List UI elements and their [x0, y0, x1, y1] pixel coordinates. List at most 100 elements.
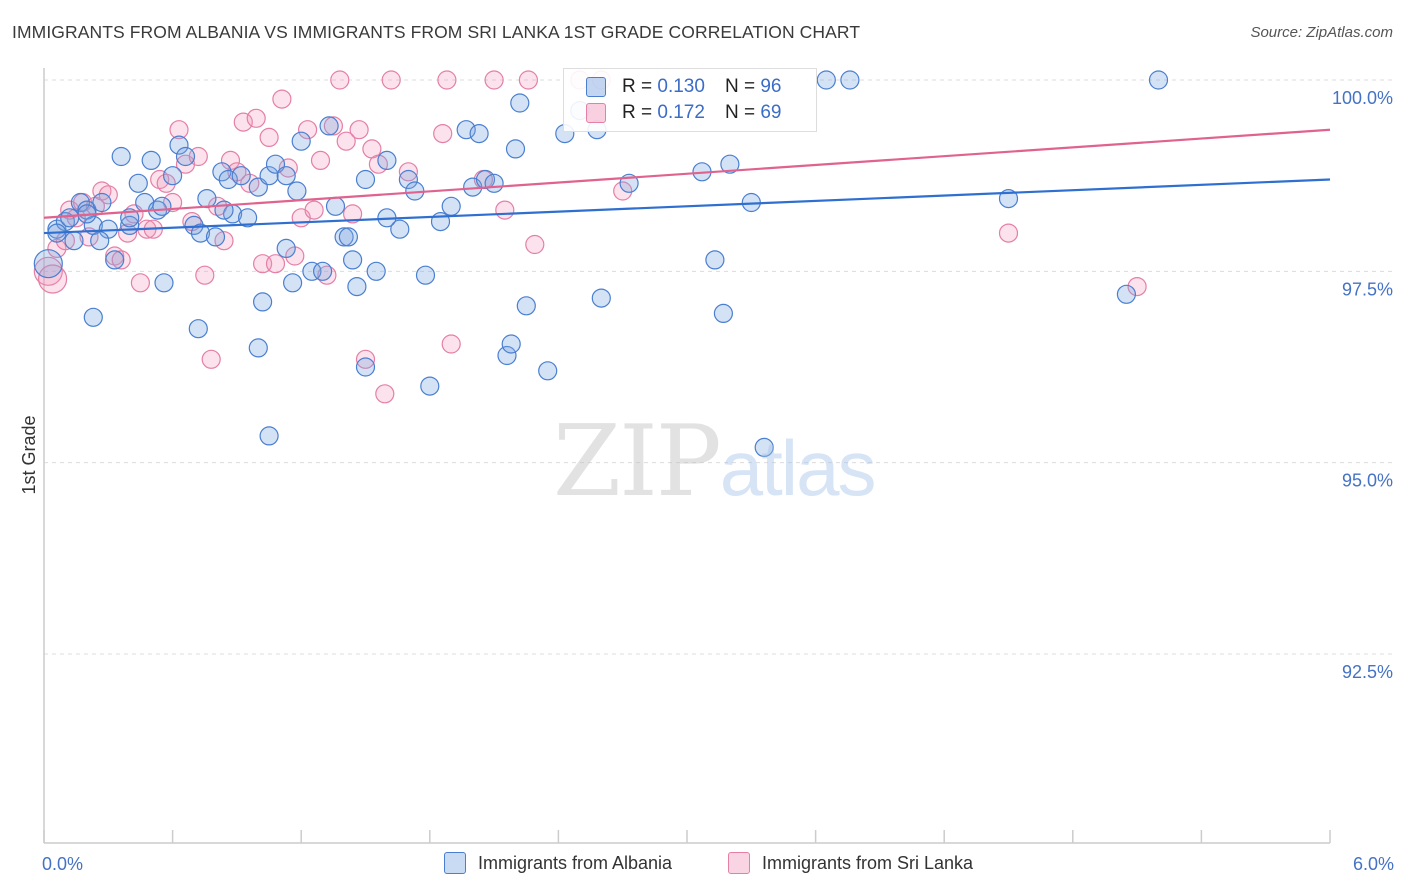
albania-point	[259, 426, 279, 446]
sri-lanka-point	[375, 384, 395, 404]
albania-point	[188, 319, 208, 339]
sri-lanka-point	[484, 70, 504, 90]
albania-point	[111, 146, 131, 167]
watermark: ZIPatlas	[553, 405, 877, 519]
albania-point	[253, 292, 273, 312]
source-label: Source: ZipAtlas.com	[1250, 24, 1393, 41]
albania-point	[287, 181, 307, 201]
albania-point	[141, 150, 161, 170]
legend-r-label: R =	[622, 76, 653, 97]
albania-point	[398, 169, 418, 190]
albania-point	[343, 250, 363, 270]
y-tick-label: 100.0%	[1332, 88, 1393, 108]
y-tick-label: 97.5%	[1342, 279, 1393, 299]
legend-n-value: 96	[760, 76, 782, 97]
sri-lanka-point	[343, 204, 363, 224]
sri-lanka-point	[98, 185, 118, 205]
albania-point	[212, 162, 232, 182]
albania-point	[302, 261, 322, 281]
sri-lanka-point	[156, 173, 176, 193]
albania-point	[347, 277, 367, 297]
sri-lanka-point	[323, 116, 343, 136]
albania-point	[338, 227, 358, 247]
y-tick-label: 92.5%	[1342, 662, 1393, 682]
albania-point	[334, 227, 354, 247]
albania-point	[705, 250, 725, 270]
sri-lanka-point	[111, 250, 131, 270]
albania-point	[33, 249, 63, 279]
albania-point	[441, 196, 461, 216]
legend-n-label: N =	[724, 76, 756, 97]
albania-point	[501, 334, 521, 354]
bottom-legend-sri-lanka[interactable]: Immigrants from Sri Lanka	[728, 852, 973, 874]
legend-r-value: 0.130	[657, 76, 705, 97]
albania-point	[283, 273, 303, 293]
albania-point	[92, 192, 112, 213]
legend-swatch-albania	[444, 852, 466, 874]
bottom-legend-albania[interactable]: Immigrants from Albania	[444, 852, 672, 874]
sri-lanka-point	[298, 120, 318, 140]
albania-point	[248, 338, 268, 358]
sri-lanka-point	[278, 158, 298, 178]
trendline-sri-lanka	[43, 128, 1331, 219]
albania-point	[505, 139, 526, 159]
albania-point	[231, 166, 251, 186]
x-tick-marks	[43, 830, 1331, 843]
sri-lanka-point	[163, 192, 183, 213]
albania-point	[713, 303, 734, 323]
albania-point	[276, 166, 296, 186]
y-tick-label: 95.0%	[1342, 471, 1393, 491]
series-albania-points	[33, 70, 1169, 457]
albania-point	[154, 273, 174, 293]
sri-lanka-point	[355, 349, 376, 369]
x-tick-label-max: 6.0%	[1353, 854, 1394, 874]
albania-point	[90, 231, 110, 251]
albania-point	[754, 437, 774, 457]
sri-lanka-point	[433, 124, 453, 144]
albania-point	[497, 345, 517, 366]
albania-point	[175, 146, 196, 167]
bottom-legend-label-albania: Immigrants from Albania	[478, 852, 673, 873]
watermark-atlas: atlas	[719, 424, 877, 512]
albania-point	[276, 238, 296, 258]
watermark-zip: ZIP	[553, 405, 722, 519]
sri-lanka-point	[398, 162, 418, 182]
bottom-legend-label-sri-lanka: Immigrants from Sri Lanka	[762, 852, 974, 873]
albania-point	[163, 166, 183, 186]
sri-lanka-point	[246, 108, 266, 128]
sri-lanka-point	[130, 273, 150, 293]
legend-row-albania: R = 0.130 N = 96	[586, 74, 781, 100]
sri-lanka-point	[201, 349, 221, 369]
albania-point	[366, 261, 386, 281]
legend-swatch-sri-lanka	[586, 103, 606, 123]
albania-point	[816, 70, 836, 90]
gridlines	[44, 79, 1392, 655]
albania-point	[214, 200, 234, 220]
albania-point	[64, 231, 84, 251]
legend-n-value: 69	[760, 102, 782, 123]
sri-lanka-point	[259, 127, 279, 147]
albania-point	[205, 227, 226, 247]
sri-lanka-point	[349, 120, 369, 140]
sri-lanka-point	[1127, 277, 1147, 297]
y-axis-label: 1st Grade	[19, 415, 39, 494]
albania-point	[1148, 70, 1169, 90]
albania-point	[291, 131, 311, 151]
albania-point	[60, 208, 80, 228]
legend-swatch-albania	[586, 77, 606, 97]
albania-point	[169, 135, 189, 155]
albania-point	[313, 261, 333, 281]
sri-lanka-point	[998, 223, 1019, 243]
sri-lanka-point	[304, 200, 324, 220]
albania-point	[516, 296, 536, 316]
sri-lanka-point	[525, 234, 545, 255]
legend-row-sri-lanka: R = 0.172 N = 69	[586, 100, 781, 126]
albania-point	[259, 166, 279, 186]
sri-lanka-point	[441, 334, 461, 354]
albania-point	[420, 376, 440, 396]
albania-point	[510, 93, 530, 113]
legend-n-label: N =	[724, 102, 756, 123]
albania-point	[70, 192, 91, 213]
sri-lanka-point	[518, 70, 539, 90]
